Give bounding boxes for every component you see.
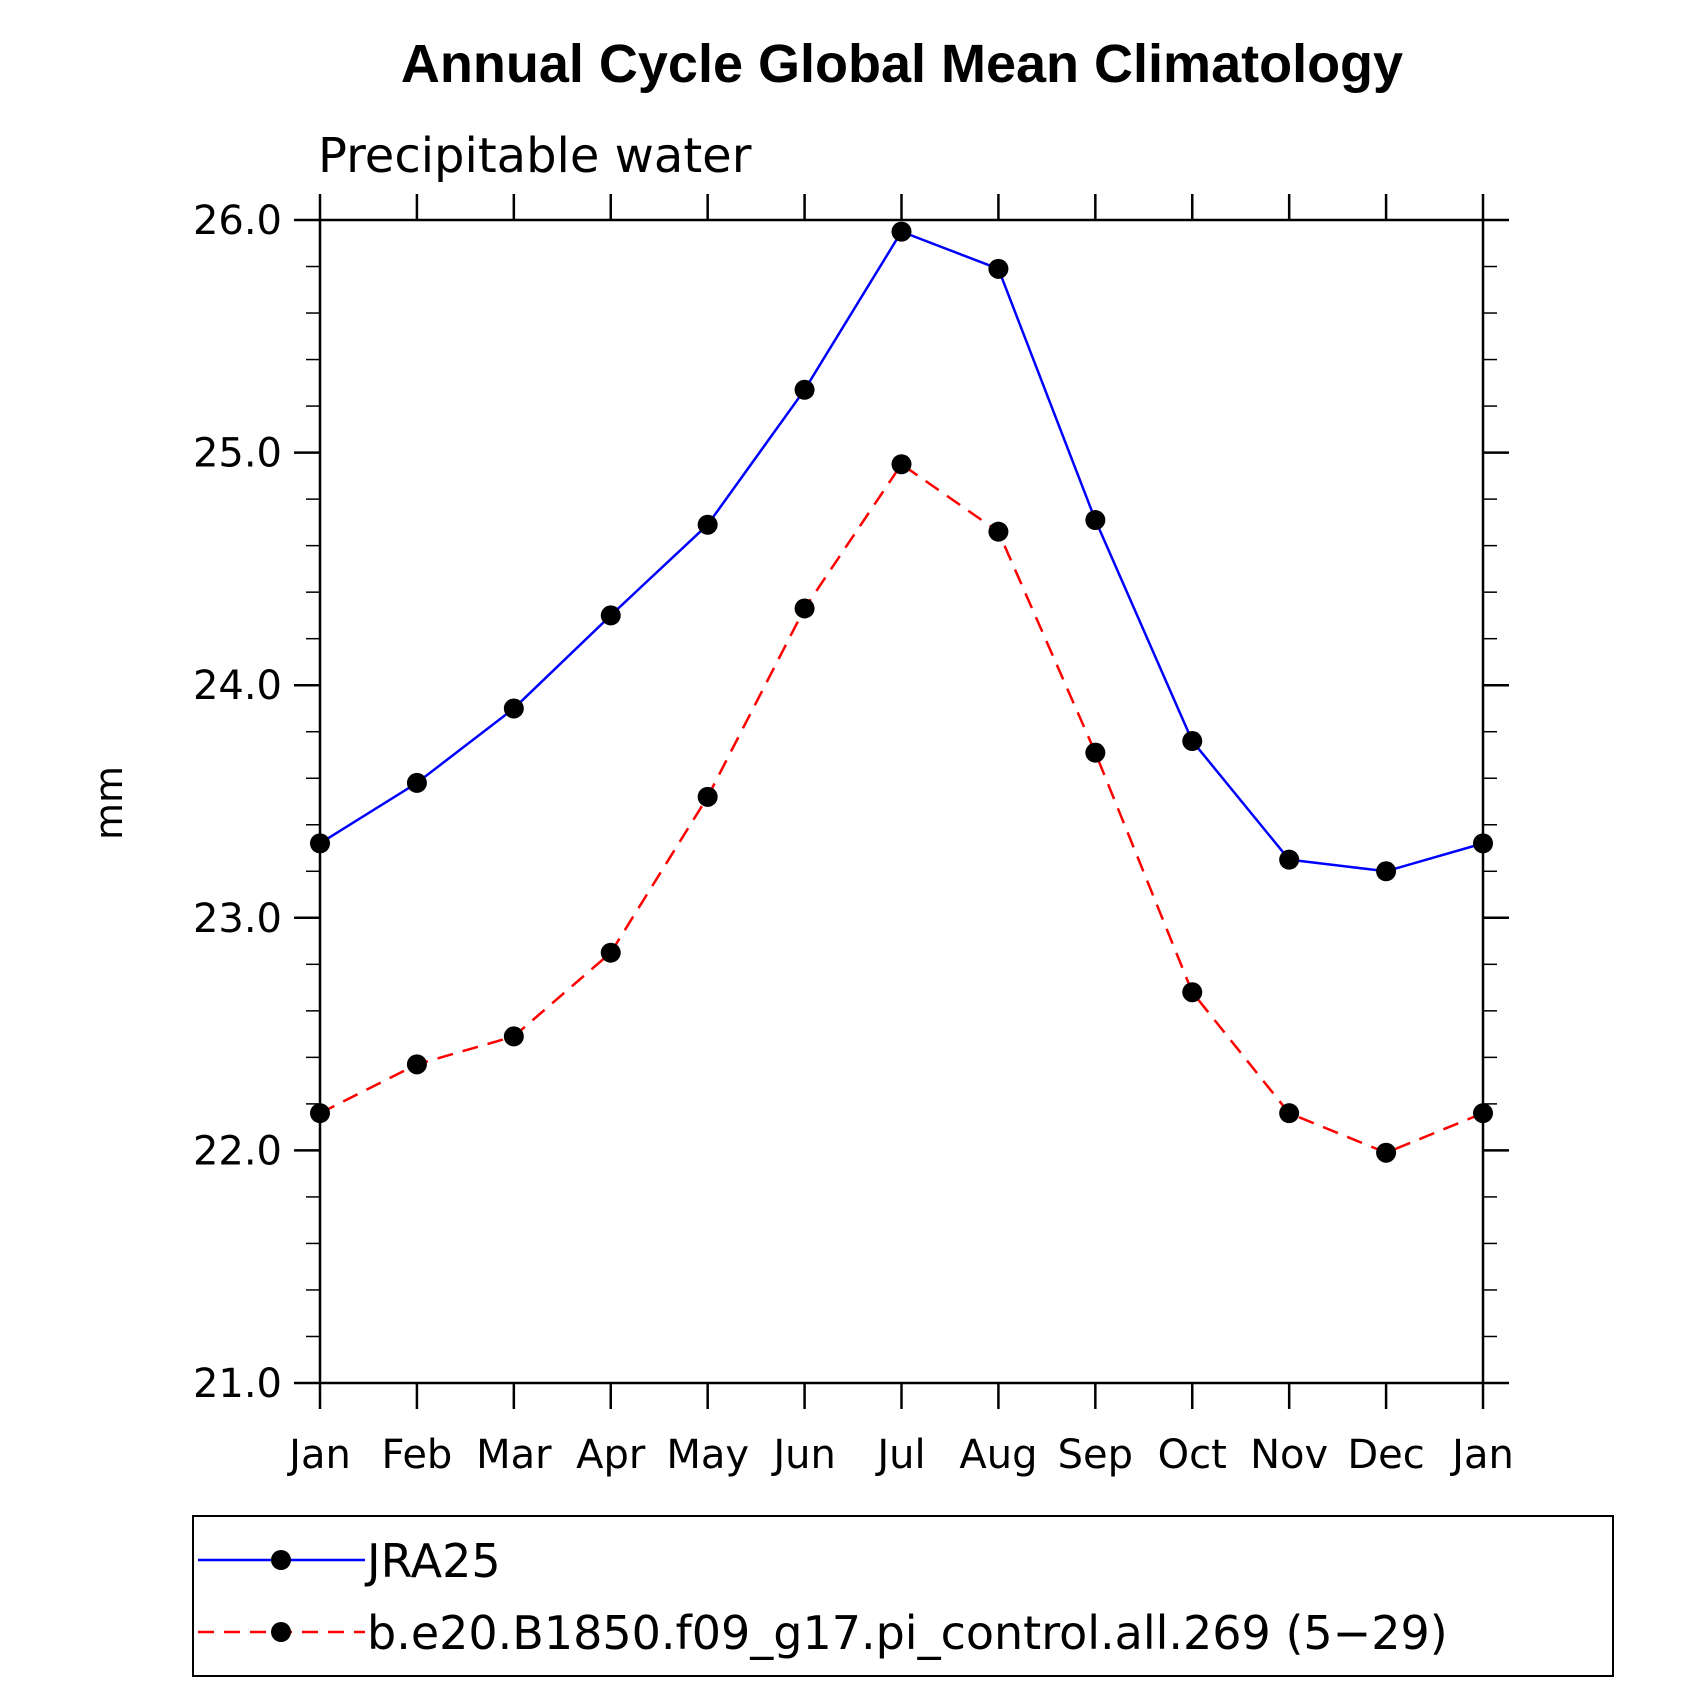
y-tick-label: 25.0 [193,431,282,477]
series-line-2 [319,462,1484,1154]
x-tick-label: Feb [382,1432,453,1478]
x-tick-label: Nov [1250,1432,1328,1478]
series-1-point [406,772,427,793]
series-1-point [310,833,330,854]
y-tick-label: 26.0 [193,198,282,244]
y-axis-ticks: 21.0 22.0 23.0 24.0 25.0 26.0 [193,198,1509,1407]
legend: JRA25 b.e20.B1850.f09_g17.pi_control.all.… [192,1515,1614,1677]
series-2-point [697,786,718,807]
series-2-point [310,1103,330,1124]
x-tick-label: Jan [286,1432,351,1478]
series-2-point [1182,982,1203,1003]
series-1-point [697,514,718,535]
x-tick-label: Sep [1058,1432,1133,1478]
legend-label-1: JRA25 [364,1534,501,1588]
x-tick-label: Jun [770,1432,836,1478]
series-2-point [406,1054,427,1075]
chart-title: Annual Cycle Global Mean Climatology [401,34,1403,94]
legend-marker-1 [271,1550,291,1570]
x-tick-label: Oct [1158,1432,1227,1478]
y-tick-label: 24.0 [193,663,282,709]
series-2-point [891,454,912,475]
y-axis-label: mm [87,766,131,840]
series-1-point [1279,849,1300,870]
y-tick-label: 23.0 [193,896,282,942]
legend-label-2: b.e20.B1850.f09_g17.pi_control.all.269 (… [367,1606,1448,1660]
x-tick-label: Apr [576,1432,646,1478]
series-2-point [503,1026,524,1047]
x-tick-label: Jul [874,1432,925,1478]
series-2-point [1376,1142,1397,1163]
x-tick-label: May [666,1432,749,1478]
x-tick-label: Jan [1449,1432,1514,1478]
x-tick-label: Dec [1347,1432,1424,1478]
series-1-point [891,221,912,242]
series-2-point [1473,1103,1493,1124]
series-1-point [988,258,1009,279]
series-2-point [1085,742,1106,763]
series-2-point [600,942,621,963]
series-2-point [794,598,815,619]
series-1-point [1182,731,1203,752]
series-1-point [1473,833,1493,854]
x-tick-label: Aug [959,1432,1037,1478]
series-2-point [1279,1103,1300,1124]
chart-subtitle: Precipitable water [318,128,752,184]
series-2-point [988,521,1009,542]
series-1-point [503,698,524,719]
legend-box [192,1515,1614,1677]
y-tick-label: 22.0 [193,1128,282,1174]
legend-marker-2 [271,1622,291,1642]
x-tick-label: Mar [476,1432,552,1478]
axes [318,218,1485,1385]
series-line-1 [319,230,1484,873]
y-tick-label: 21.0 [193,1361,282,1407]
plot-frame [318,218,1485,1385]
x-axis-ticks: Jan Feb Mar Apr May Jun Jul Aug Sep Oct Nov Dec Jan [286,194,1514,1478]
series-1-point [600,605,621,626]
series-1-point [1376,861,1397,882]
series-1-point [1085,510,1106,531]
series-1-point [794,379,815,400]
series-layer [310,221,1493,1163]
